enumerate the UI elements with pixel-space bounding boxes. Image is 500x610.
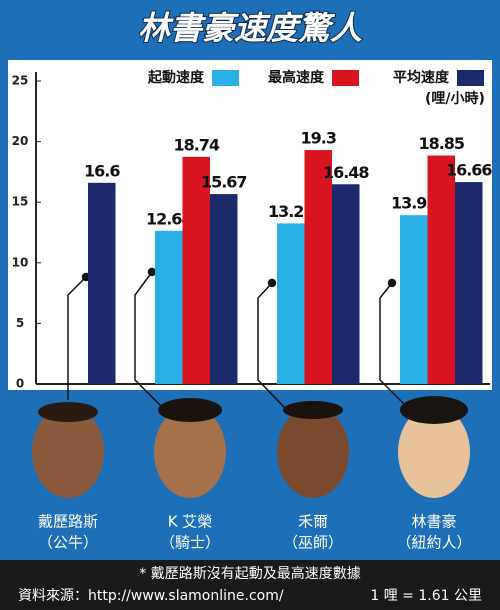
bar [427,155,455,384]
value-label: 15.67 [201,173,247,192]
category-label: 林書豪 [411,513,456,531]
bar [182,156,210,384]
face-pointers [67,267,411,411]
y-tick-label: 10 [12,255,29,269]
source: 資料來源：http://www.slamonline.com/ [18,588,284,604]
bar [88,182,116,384]
y-tick-label: 25 [12,74,29,88]
bar [210,194,238,384]
y-tick-label: 0 [16,377,24,391]
team-label: （騎士） [160,534,220,552]
chart-title: 林書豪速度驚人 [138,9,362,47]
value-label: 18.85 [418,134,464,153]
category-label: K 艾榮 [168,513,213,531]
footer-band [0,560,500,610]
value-label: 16.66 [446,161,492,180]
value-label: 12.64 [146,209,192,228]
value-label: 13.93 [391,194,437,213]
value-label: 16.48 [323,163,369,182]
bar [277,223,305,384]
bar [332,184,360,384]
legend-swatch [457,70,484,86]
value-label: 13.25 [268,202,314,221]
footnote: * 戴歷路斯沒有起動及最高速度數據 [139,565,360,582]
team-label: （紐約人） [396,534,471,552]
legend-swatch [332,70,359,86]
y-tick-label: 20 [12,134,29,148]
bar [304,150,332,384]
team-label: （公牛） [38,534,98,552]
category-label: 禾爾 [298,513,328,531]
value-label: 19.3 [301,129,336,148]
legend-label: 最高速度 [268,69,325,86]
value-label: 16.6 [84,161,120,180]
player-faces [32,396,470,498]
bar [400,215,428,384]
bar [155,230,183,384]
legend-label: 起動速度 [147,69,205,86]
conversion-note: 1 哩 = 1.61 公里 [370,588,482,604]
unit-label: (哩/小時) [425,90,485,107]
team-label: （巫師） [283,534,343,552]
category-label: 戴歷路斯 [38,513,98,531]
bar [455,182,483,384]
value-label: 18.74 [173,135,219,154]
y-tick-label: 5 [16,316,24,330]
y-tick-label: 15 [12,195,29,209]
legend-label: 平均速度 [393,69,450,86]
legend-swatch [212,70,239,86]
